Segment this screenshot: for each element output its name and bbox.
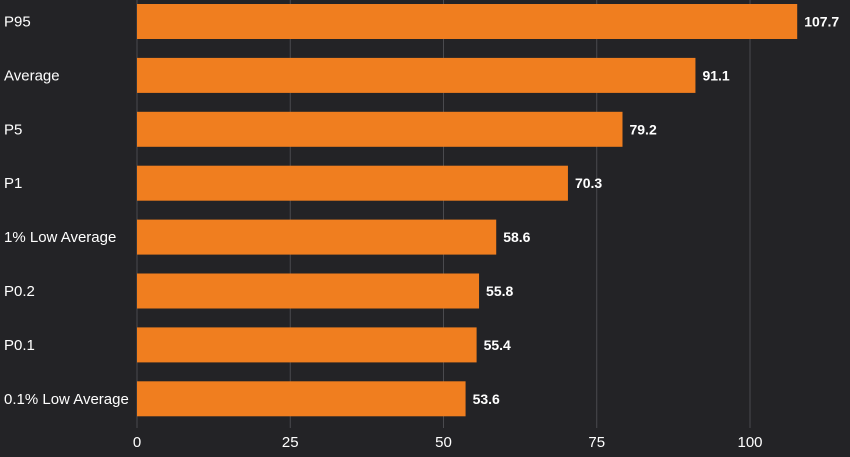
category-label: P0.2: [4, 283, 35, 300]
value-labels: 107.7 91.1 79.2 70.3 58.6 55.8 55.4 53.6: [473, 14, 840, 407]
x-tick-label: 50: [435, 434, 452, 451]
bar-4: [137, 219, 497, 255]
value-label: 58.6: [503, 229, 530, 245]
x-tick-label: 100: [737, 434, 762, 451]
value-label: 91.1: [702, 67, 729, 83]
x-axis-ticks: 0 25 50 75 100: [133, 434, 763, 451]
bar-2: [137, 111, 623, 147]
bars: [137, 4, 798, 417]
bar-7: [137, 381, 466, 417]
category-label: 0.1% Low Average: [4, 391, 129, 408]
value-label: 53.6: [473, 391, 500, 407]
value-label: 70.3: [575, 175, 602, 191]
bar-1: [137, 57, 696, 93]
x-tick-label: 75: [588, 434, 605, 451]
value-label: 55.8: [486, 283, 513, 299]
bar-3: [137, 165, 568, 201]
category-labels: P95 Average P5 P1 1% Low Average P0.2 P0.1 0.1%…: [4, 14, 129, 408]
category-label: 1% Low Average: [4, 229, 116, 246]
category-label: Average: [4, 67, 60, 84]
value-label: 79.2: [629, 121, 656, 137]
category-label: P95: [4, 14, 31, 31]
value-label: 55.4: [484, 337, 511, 353]
bar-0: [137, 4, 798, 39]
bar-6: [137, 327, 477, 363]
x-tick-label: 25: [282, 434, 299, 451]
category-label: P0.1: [4, 337, 35, 354]
x-tick-label: 0: [133, 434, 141, 451]
value-label: 107.7: [804, 14, 839, 30]
bar-5: [137, 273, 480, 309]
category-label: P1: [4, 175, 22, 192]
category-label: P5: [4, 121, 22, 138]
